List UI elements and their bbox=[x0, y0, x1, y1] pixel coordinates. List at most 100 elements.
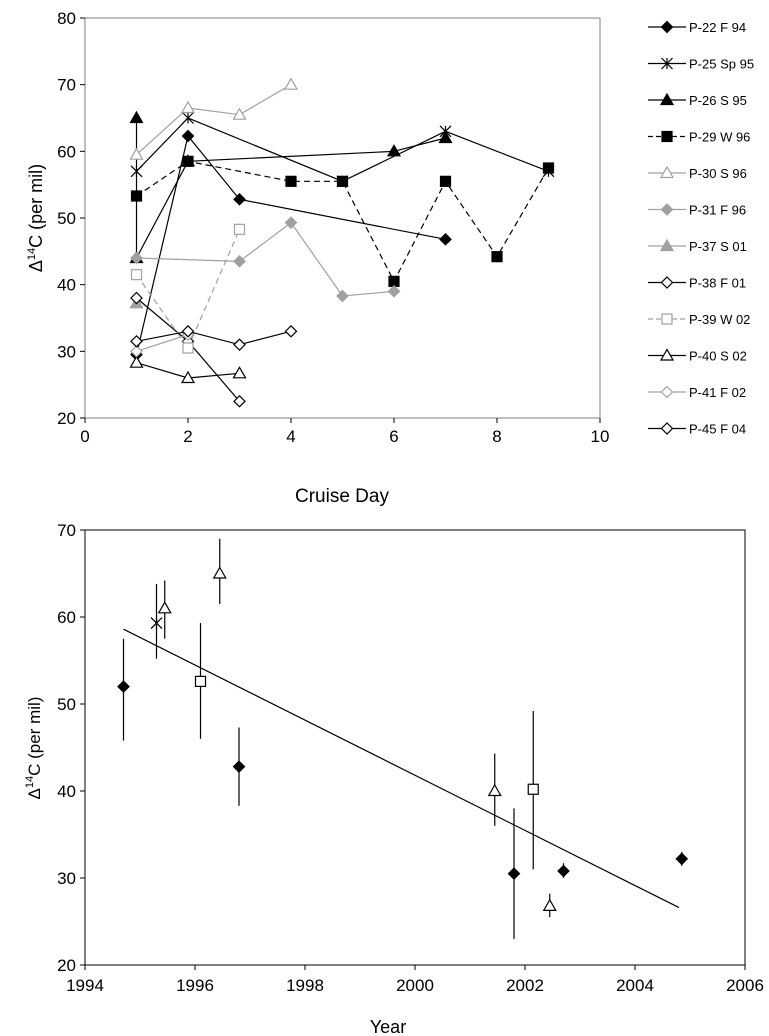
data-point bbox=[117, 680, 130, 693]
data-point bbox=[542, 898, 557, 911]
x-tick-label: 2006 bbox=[726, 976, 764, 995]
bottom-chart: 1994 1996 1998 2000 2002 2004 2006 20 30 40 50 60 70… bbox=[24, 521, 764, 1036]
y-tick-label: 50 bbox=[57, 209, 76, 228]
data-point bbox=[439, 232, 452, 246]
y-tick-label: 60 bbox=[57, 608, 76, 627]
legend-label: P-38 F 01 bbox=[689, 276, 746, 291]
series-p-40-s-02 bbox=[129, 355, 247, 384]
legend-label: P-41 F 02 bbox=[689, 385, 746, 400]
data-point-group bbox=[212, 538, 227, 604]
legend-entry: P-37 S 01 bbox=[648, 238, 747, 254]
data-point-group bbox=[527, 710, 539, 870]
data-point bbox=[232, 366, 247, 379]
data-point bbox=[129, 355, 144, 368]
data-point bbox=[527, 783, 539, 795]
data-point bbox=[439, 175, 452, 187]
legend-label: P-40 S 02 bbox=[689, 349, 747, 364]
x-tick-label: 1994 bbox=[66, 976, 104, 995]
top-y-axis-label: Δ14C (per mil) bbox=[26, 164, 46, 272]
top-x-axis-label: Cruise Day bbox=[295, 486, 389, 507]
legend-marker bbox=[660, 276, 674, 289]
data-point bbox=[487, 783, 502, 797]
y-tick-label: 30 bbox=[57, 869, 76, 888]
x-tick-label: 2000 bbox=[396, 976, 434, 995]
data-point bbox=[180, 370, 196, 384]
legend-entry: P-40 S 02 bbox=[648, 348, 747, 364]
data-point bbox=[232, 107, 247, 120]
data-point bbox=[157, 601, 172, 614]
legend-label: P-31 F 96 bbox=[689, 203, 746, 218]
bottom-y-axis-label: Δ14C (per mil) bbox=[24, 697, 44, 800]
data-point-group bbox=[150, 583, 163, 659]
series-line bbox=[136, 160, 550, 283]
legend-marker bbox=[661, 130, 673, 143]
data-point bbox=[284, 324, 298, 338]
legend-label: P-26 S 95 bbox=[689, 93, 747, 108]
data-point bbox=[233, 192, 246, 206]
legend-marker bbox=[660, 203, 674, 216]
data-point bbox=[130, 344, 143, 358]
top-axes: 0 2 4 6 8 10 20 30 40 50 60 70 80 bbox=[57, 9, 609, 446]
series-line bbox=[136, 334, 189, 352]
data-point bbox=[507, 867, 521, 880]
data-point bbox=[233, 254, 246, 268]
data-point bbox=[233, 223, 246, 235]
data-point-group bbox=[117, 638, 130, 741]
legend-marker bbox=[659, 165, 675, 179]
legend-entry: P-25 Sp 95 bbox=[648, 57, 754, 72]
legend-entry: P-39 W 02 bbox=[648, 312, 750, 327]
top-plot-area bbox=[84, 17, 601, 419]
data-point bbox=[232, 760, 246, 773]
bottom-plot-area bbox=[84, 529, 746, 966]
data-point bbox=[387, 284, 401, 298]
series-line bbox=[135, 134, 446, 355]
data-point bbox=[129, 110, 144, 124]
series-p-29-w-96 bbox=[130, 155, 555, 287]
data-point-group bbox=[542, 893, 557, 918]
data-point bbox=[130, 334, 143, 348]
x-tick-label: 6 bbox=[389, 427, 398, 446]
data-point bbox=[129, 147, 144, 160]
legend-marker bbox=[660, 422, 674, 435]
legend-entry: P-26 S 95 bbox=[648, 92, 747, 108]
data-point bbox=[182, 112, 194, 124]
data-point bbox=[491, 251, 503, 263]
y-tick-label: 30 bbox=[57, 342, 76, 361]
series-p-45-f-04 bbox=[130, 324, 298, 352]
x-tick-label: 1998 bbox=[286, 976, 324, 995]
data-point bbox=[233, 394, 246, 408]
top-chart: 0 2 4 6 8 10 20 30 40 50 60 70 80 P-22 F 94 P-25 Sp 9… bbox=[26, 9, 754, 507]
series-p-31-f-96 bbox=[130, 216, 401, 303]
data-point bbox=[284, 216, 298, 230]
legend-entry: P-38 F 01 bbox=[648, 276, 746, 291]
y-tick-label: 40 bbox=[57, 782, 76, 801]
series-line bbox=[136, 84, 292, 156]
legend-marker bbox=[660, 20, 674, 34]
legend-entry: P-31 F 96 bbox=[648, 203, 746, 218]
y-tick-label: 70 bbox=[57, 76, 76, 95]
data-point bbox=[336, 289, 349, 303]
series-line bbox=[136, 229, 241, 350]
trend-line bbox=[123, 628, 680, 909]
x-tick-label: 2 bbox=[183, 427, 192, 446]
legend-entry: P-41 F 02 bbox=[648, 385, 746, 400]
legend-label: P-30 S 96 bbox=[689, 166, 747, 181]
y-tick-label: 20 bbox=[57, 409, 76, 428]
data-point bbox=[150, 617, 163, 630]
data-point bbox=[182, 155, 194, 167]
data-point bbox=[336, 175, 349, 187]
y-tick-label: 40 bbox=[57, 276, 76, 295]
legend-label: P-25 Sp 95 bbox=[689, 57, 754, 72]
x-tick-label: 1996 bbox=[176, 976, 214, 995]
y-tick-label: 20 bbox=[57, 956, 76, 975]
data-point bbox=[182, 342, 194, 354]
series-p-39-w-02 bbox=[130, 223, 246, 354]
data-point-group bbox=[157, 580, 172, 639]
x-tick-label: 8 bbox=[492, 427, 501, 446]
x-tick-label: 10 bbox=[591, 427, 610, 446]
data-point bbox=[130, 190, 143, 202]
data-point bbox=[194, 675, 207, 687]
data-point-group bbox=[557, 863, 570, 878]
data-point bbox=[181, 129, 195, 143]
